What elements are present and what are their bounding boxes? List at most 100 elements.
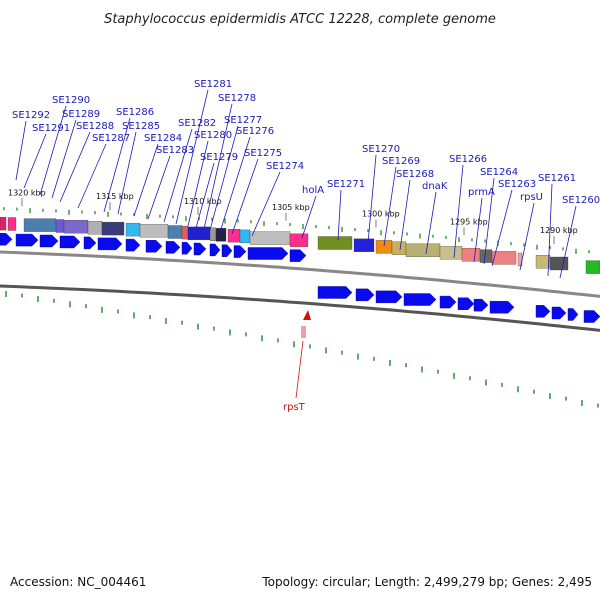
rna-leader-line	[295, 340, 304, 399]
gene-leader-line	[337, 189, 342, 241]
feature-block	[479, 249, 493, 263]
gene-leader-line	[251, 171, 281, 237]
feature-block	[461, 248, 481, 262]
gene-leader-line	[77, 143, 107, 209]
gene-label: SE1280	[194, 130, 232, 141]
rna-marker-arrow	[303, 310, 311, 320]
gene-leader-line	[559, 205, 577, 279]
gene-label: SE1283	[156, 145, 194, 156]
cds-arrow-track	[0, 233, 600, 323]
gene-leader-line	[453, 164, 464, 259]
gene-leader-line	[103, 117, 131, 213]
gene-label: SE1278	[218, 93, 256, 104]
gene-leader-line	[195, 162, 215, 229]
cds-arrow	[209, 243, 221, 257]
gene-label: SE1276	[236, 126, 274, 137]
cds-arrow	[0, 233, 13, 246]
gene-leader-line	[209, 125, 239, 231]
feature-block	[23, 218, 57, 232]
feature-block	[87, 221, 103, 235]
gene-leader-line	[117, 131, 137, 215]
kbp-label: 1290 kbp	[540, 226, 578, 235]
gene-leader-line	[399, 179, 411, 251]
gene-label: SE1277	[224, 115, 262, 126]
cds-arrow	[39, 234, 59, 248]
cds-arrow	[83, 236, 97, 250]
gene-label: SE1271	[327, 179, 365, 190]
gene-label: SE1285	[122, 121, 160, 132]
gene-label: SE1284	[144, 133, 182, 144]
feature-block	[239, 229, 251, 244]
kbp-label: 1310 kbp	[184, 197, 222, 206]
gene-leader-line	[59, 131, 91, 203]
kbp-label: 1315 kbp	[96, 192, 134, 201]
cds-arrow	[145, 240, 163, 253]
feature-block	[0, 216, 7, 231]
gene-label: SE1291	[32, 123, 70, 134]
feature-block	[353, 238, 375, 252]
gene-leader-line	[547, 183, 553, 277]
rna-label: rpsT	[283, 402, 306, 413]
gene-leader-line	[133, 143, 159, 217]
feature-block	[209, 227, 217, 241]
gene-label: SE1274	[266, 161, 304, 172]
feature-block	[585, 260, 600, 274]
feature-block	[549, 256, 569, 271]
gene-leader-line	[425, 191, 437, 255]
gene-leader-line	[367, 154, 377, 244]
cds-arrow	[375, 290, 403, 304]
cds-arrow	[567, 308, 579, 321]
cds-arrow	[403, 293, 437, 306]
gene-label: SE1266	[449, 154, 487, 165]
gene-label: SE1287	[92, 133, 130, 144]
cds-arrow	[125, 238, 141, 252]
feature-block	[249, 231, 291, 245]
cds-arrow	[489, 300, 515, 314]
gene-label: SE1290	[52, 95, 90, 106]
gene-label: SE1263	[498, 179, 536, 190]
feature-block	[181, 225, 189, 240]
topology-summary: Topology: circular; Length: 2,499,279 bp…	[261, 575, 592, 589]
gene-leader-line	[483, 177, 495, 265]
kbp-label: 1295 kbp	[450, 217, 488, 226]
feature-track	[0, 216, 600, 274]
kbp-label: 1320 kbp	[8, 188, 46, 197]
cds-arrow	[289, 249, 307, 262]
gene-leader-line	[187, 140, 209, 227]
feature-block	[439, 246, 463, 260]
gene-label: SE1289	[62, 109, 100, 120]
gene-leader-line	[15, 120, 27, 181]
gene-label: SE1268	[396, 169, 434, 180]
feature-block	[375, 240, 393, 254]
gene-leader-line	[301, 195, 317, 239]
gene-label: holA	[302, 185, 324, 196]
gene-label: SE1286	[116, 107, 154, 118]
gene-label: SE1261	[538, 173, 576, 184]
gene-leader-line	[473, 197, 483, 263]
feature-block	[391, 241, 407, 255]
genome-backbone	[0, 250, 600, 332]
cds-arrow	[439, 295, 457, 309]
backbone-line-lower	[0, 284, 600, 332]
cds-arrow	[181, 242, 193, 255]
gene-leader-line	[491, 189, 513, 267]
gene-label-layer: SE1292SE1291SE1290SE1289SE1288SE1287SE12…	[12, 79, 600, 413]
map-title: Staphylococcus epidermidis ATCC 12228, c…	[104, 12, 496, 27]
backbone-line	[0, 250, 600, 298]
gene-label: SE1275	[244, 148, 282, 159]
gene-leader-line	[163, 128, 193, 223]
gene-label: SE1282	[178, 118, 216, 129]
feature-block	[101, 221, 125, 236]
cds-arrow	[355, 288, 375, 302]
gene-label: prmA	[468, 187, 495, 198]
kbp-label: 1300 kbp	[362, 210, 400, 219]
feature-block	[491, 251, 517, 265]
cds-arrow	[583, 310, 600, 323]
gene-label: SE1264	[480, 167, 518, 178]
feature-block	[55, 219, 65, 233]
gene-leader-line	[39, 105, 67, 196]
cds-arrow	[15, 233, 39, 247]
cds-arrow	[247, 247, 289, 260]
feature-block	[535, 255, 551, 269]
